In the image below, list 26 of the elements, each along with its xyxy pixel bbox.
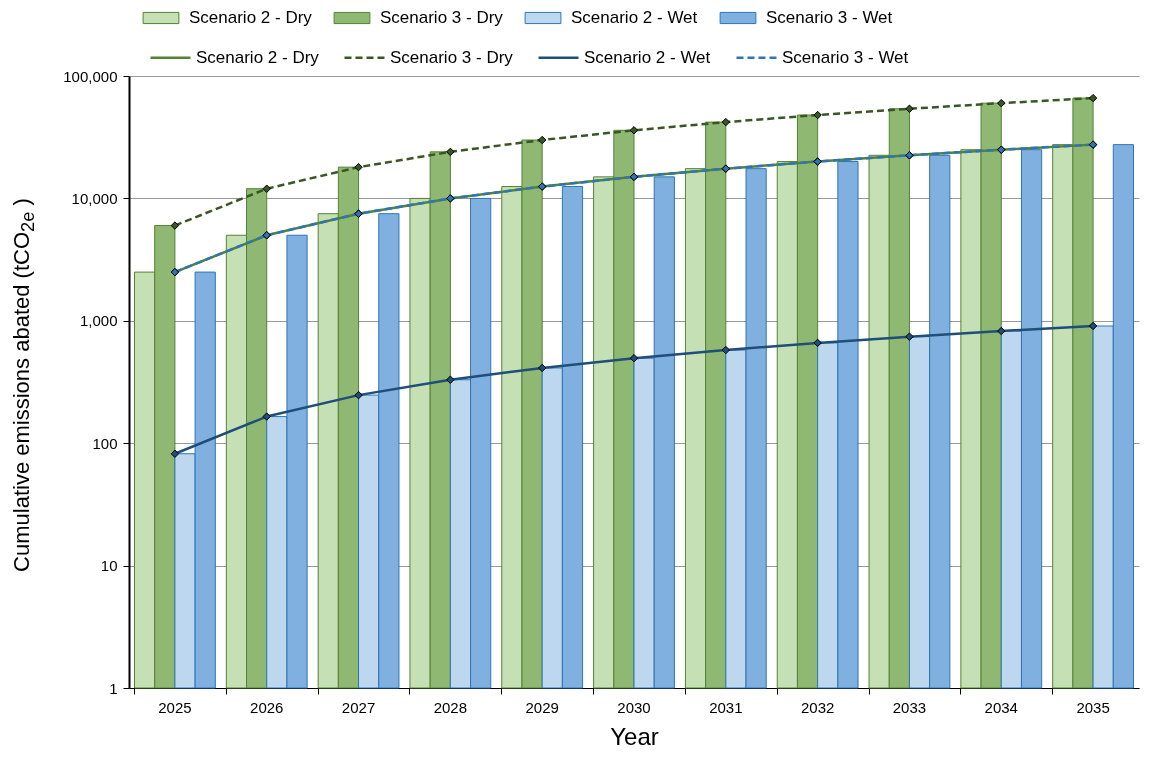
x-tick-label: 2034 bbox=[984, 698, 1018, 716]
x-tick-label: 2027 bbox=[341, 698, 376, 716]
legend-label: Scenario 3 - Dry bbox=[380, 8, 504, 27]
x-tick-label: 2031 bbox=[709, 698, 743, 716]
legend-label: Scenario 2 - Dry bbox=[189, 8, 313, 27]
x-tick-label: 2032 bbox=[800, 698, 835, 716]
x-axis-title: Year bbox=[610, 722, 659, 750]
legend-label: Scenario 2 - Wet bbox=[584, 47, 711, 67]
legend-label: Scenario 2 - Wet bbox=[571, 8, 698, 27]
y-tick-label: 10,000 bbox=[71, 189, 118, 207]
y-tick-label: 100,000 bbox=[63, 67, 118, 85]
x-tick-label: 2025 bbox=[158, 698, 192, 716]
legend-label: Scenario 2 - Dry bbox=[196, 47, 320, 67]
y-tick-label: 10 bbox=[100, 557, 118, 575]
x-tick-label: 2035 bbox=[1076, 698, 1110, 716]
y-tick-label: 1 bbox=[109, 679, 118, 697]
legend-label: Scenario 3 - Wet bbox=[782, 47, 909, 67]
y-tick-label: 100 bbox=[92, 434, 118, 452]
legend-label: Scenario 3 - Wet bbox=[766, 8, 893, 27]
x-tick-label: 2026 bbox=[250, 698, 284, 716]
y-tick-label: 1,000 bbox=[79, 312, 118, 330]
x-tick-label: 2030 bbox=[617, 698, 651, 716]
legend-label: Scenario 3 - Dry bbox=[390, 47, 514, 67]
x-tick-label: 2028 bbox=[433, 698, 468, 716]
x-tick-label: 2029 bbox=[525, 698, 559, 716]
x-tick-label: 2033 bbox=[892, 698, 927, 716]
